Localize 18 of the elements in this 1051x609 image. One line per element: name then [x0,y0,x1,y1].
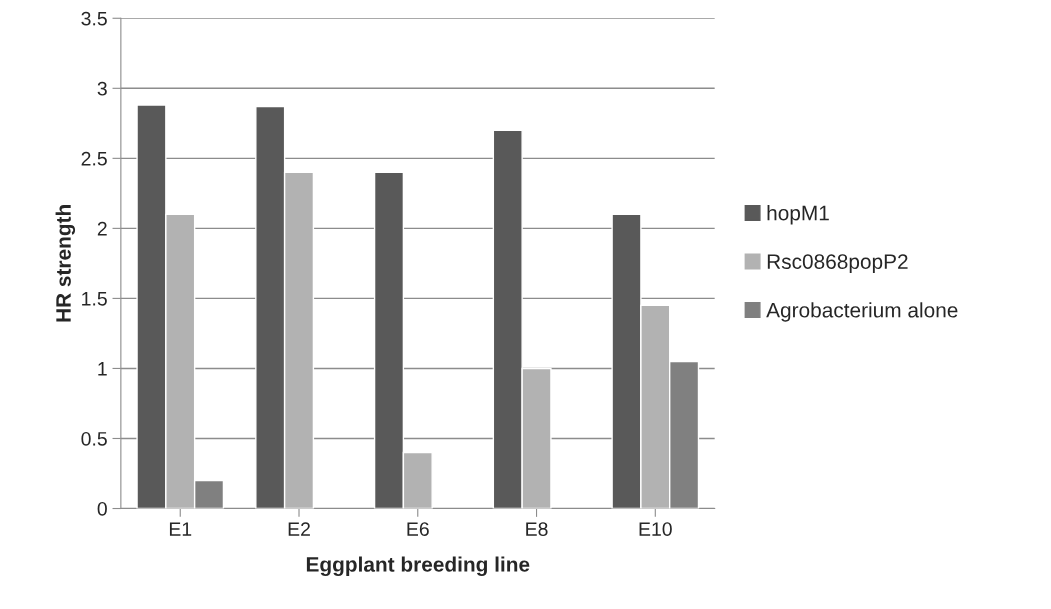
y-tick-label: 1.5 [82,292,107,306]
x-tick-label: E8 [526,522,548,536]
y-tick-label: 3 [97,81,107,96]
legend-label: hopM1 [767,205,829,225]
y-tick-label: 0.5 [81,431,107,446]
x-tick-label: E2 [288,522,310,536]
x-tick-label: E10 [639,522,672,536]
x-tick-label: E6 [407,522,429,536]
y-tick-label: 3.5 [81,11,107,26]
y-tick-label: 0 [97,501,107,516]
y-axis-title: HR strength [55,205,76,322]
y-tick-label: 2.5 [81,151,107,166]
x-axis-title: Eggplant breeding line [306,556,530,577]
y-tick-label: 2 [97,221,107,236]
legend-label: Agrobacterium alone [766,302,958,322]
legend-label: Rsc0868popP2 [767,254,908,274]
x-tick-label: E1 [169,522,192,536]
y-tick-label: 1 [98,362,107,376]
